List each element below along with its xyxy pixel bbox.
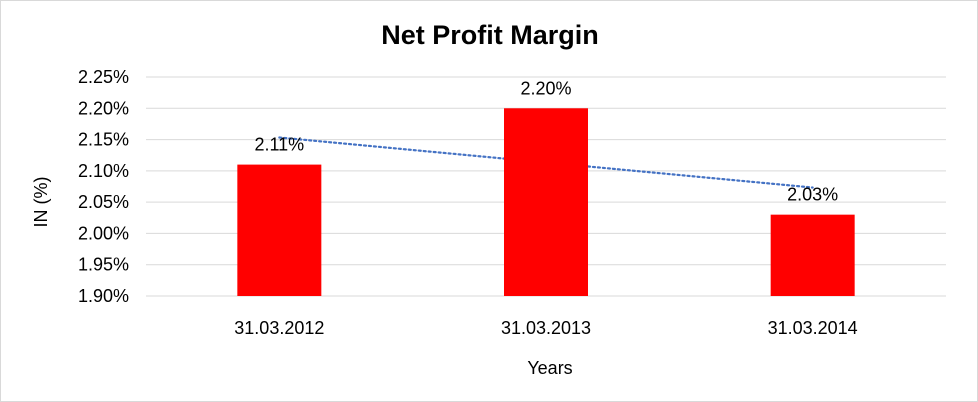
y-axis-label: IN (%) [31, 177, 51, 228]
data-label: 2.20% [520, 78, 571, 98]
bar [504, 108, 588, 297]
bar [237, 164, 322, 296]
y-tick-label: 1.95% [78, 255, 129, 275]
y-tick-label: 2.25% [78, 67, 129, 87]
bar [770, 214, 855, 296]
data-label: 2.11% [254, 135, 304, 155]
x-axis-label: Years [527, 358, 572, 378]
chart-title: Net Profit Margin [381, 20, 599, 50]
data-label: 2.03% [787, 185, 838, 205]
y-tick-label: 2.10% [78, 161, 129, 181]
y-tick-label: 2.05% [78, 192, 129, 212]
y-tick-label: 1.90% [78, 286, 129, 306]
y-tick-labels: 1.90% 1.95% 2.00% 2.05% 2.10% 2.15% 2.20% 2.25% [78, 67, 129, 306]
x-tick-label: 31.03.2014 [768, 318, 858, 338]
x-tick-label: 31.03.2013 [501, 318, 591, 338]
y-tick-label: 2.15% [78, 130, 129, 150]
bars [237, 108, 855, 297]
x-tick-label: 31.03.2012 [234, 318, 324, 338]
x-tick-labels: 31.03.2012 31.03.2013 31.03.2014 [234, 318, 857, 338]
data-labels: 2.11% 2.20% 2.03% [254, 78, 838, 204]
y-tick-label: 2.00% [78, 223, 129, 243]
y-tick-label: 2.20% [78, 98, 129, 118]
